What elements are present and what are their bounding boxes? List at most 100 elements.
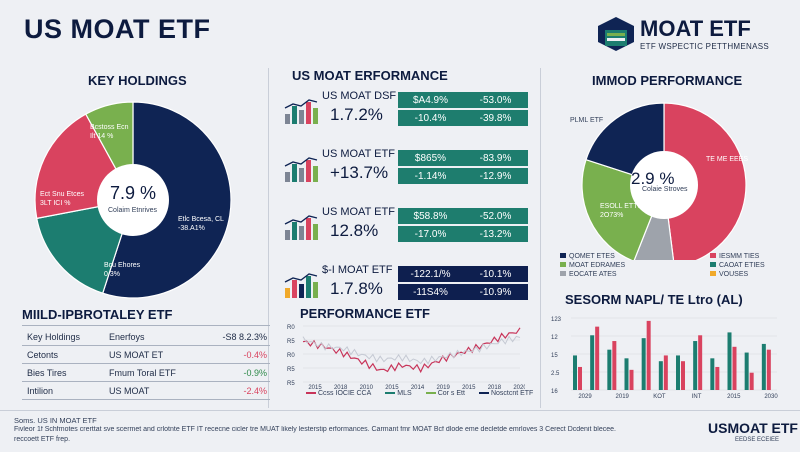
line-xtick: 2020	[513, 385, 525, 391]
moat-logo-icon	[598, 17, 634, 51]
bar-mark	[663, 355, 668, 390]
midd-row-fund: Enerfoys	[109, 332, 145, 342]
legend-text: Cor s Ett	[437, 390, 465, 397]
immod-legend-item: IESMM TIES	[710, 253, 759, 260]
performance-bar-value: -17.0%	[414, 228, 447, 240]
performance-bar-value: -13.2%	[479, 228, 512, 240]
performance-bar-value: -39.8%	[479, 112, 512, 124]
midd-title: MIILD-IPBROTALEY ETF	[22, 307, 173, 322]
legend-swatch-icon	[710, 262, 716, 267]
bar-mark	[761, 343, 766, 390]
legend-swatch-icon	[560, 253, 566, 258]
sesorm-title: SESORM NAPL/ TE Ltro (AL)	[565, 292, 743, 307]
line-xtick: 2015	[308, 385, 322, 391]
performance-bar-value: -10.4%	[414, 112, 447, 124]
footer-disclaimer-end: reccoett ETF frep.	[14, 436, 71, 443]
midd-row-fund: Fmum Toral ETF	[109, 368, 176, 378]
bar-ytick: 15	[551, 353, 558, 359]
performance-bar-value: -122.1/%	[410, 268, 451, 280]
label-green-slice: Bcstoss Ecn Ilt 14 %	[90, 124, 129, 140]
immod-title: IMMOD PERFORMANCE	[592, 73, 743, 88]
performance-bar: $865% -83.9%	[398, 150, 528, 166]
page-title: US MOAT ETF	[24, 14, 211, 44]
line-xtick: 2010	[360, 385, 374, 391]
legend-text: EOCATE ATES	[569, 271, 617, 278]
line-ytick: R5	[287, 339, 295, 345]
legend-text: MOAT EDRAMES	[569, 262, 626, 269]
legend-swatch-icon	[710, 271, 716, 276]
midd-row-value: -0.4%	[243, 350, 267, 360]
immod-donut-center	[630, 151, 698, 219]
key-holdings-title: KEY HOLDINGS	[88, 73, 187, 88]
legend-text: CAOAT ETIES	[719, 262, 765, 269]
performance-row-value: +13.7%	[330, 163, 389, 182]
performance-row-name: $-I MOAT ETF	[322, 264, 393, 276]
bar-mark	[658, 361, 663, 390]
immod-legend-item: QOMET ETES	[560, 253, 615, 260]
sesorm-bar-chart: 123 12 15 2.5 16 2029 2019 KOT INT 2015 2030	[551, 317, 778, 400]
label-navy-slice: Etlc Bcesa, CL -38.A1%	[178, 216, 224, 232]
bar-mark	[595, 326, 600, 390]
immod-center-label: Colaie Stroves	[642, 186, 688, 193]
performance-bar-value: $865%	[414, 152, 447, 164]
midd-row-label: Key Holdings	[27, 332, 81, 342]
bar-mark	[744, 352, 749, 390]
footer-logo: USMOAT ETF	[708, 420, 798, 436]
bar-mark	[646, 320, 651, 390]
immod-donut	[581, 102, 747, 260]
performance-bar: $58.8% -52.0%	[398, 208, 528, 224]
label-teal-slice: Bcu Ehores 0 3%	[104, 262, 141, 278]
midd-row-value: -S8 8.2.3%	[222, 332, 267, 342]
bar-ytick: 16	[551, 389, 558, 395]
key-holdings-center-value: 7.9 %	[110, 183, 157, 203]
performance-bar-value: -10.1%	[479, 268, 512, 280]
legend-swatch-icon	[560, 262, 566, 267]
legend-swatch-icon	[560, 271, 566, 276]
line-xtick: 2019	[436, 385, 450, 391]
bar-xtick: 2029	[578, 394, 592, 400]
line-legend-item: MLS	[385, 390, 412, 397]
divider-left	[268, 68, 269, 408]
midd-row-rule	[22, 381, 270, 382]
performance-row-name: US MOAT ETF	[322, 206, 395, 218]
line-series-1	[302, 335, 521, 365]
performance-row-name: US MOAT ETF	[322, 148, 395, 160]
pie-slice-0	[663, 102, 747, 260]
bar-mark	[590, 335, 595, 390]
line-xtick: 2015	[462, 385, 476, 391]
midd-row: Cetonts US MOAT ET -0.4%	[27, 347, 267, 363]
midd-row-rule	[22, 363, 270, 364]
bar-mark	[612, 341, 617, 390]
performance-bar: -17.0% -13.2%	[398, 226, 528, 242]
line-legend-item: Cor s Ett	[425, 390, 465, 397]
performance-line-legend: Ccss IOCIE CCA MLS Cor s Ett Nosctcnt ETF	[306, 390, 533, 397]
legend-text: VOUSES	[719, 271, 749, 278]
bar-ytick: 2.5	[551, 371, 560, 377]
performance-row-value: 12.8%	[330, 221, 379, 240]
bar-mark	[629, 369, 634, 390]
legend-swatch-icon	[478, 392, 489, 395]
sparkbar-icon	[284, 273, 318, 298]
legend-text: IESMM TIES	[719, 253, 760, 260]
legend-swatch-icon	[710, 253, 716, 258]
performance-line-chart: R0 R5 R0 R5 R5 2015 2018 2010 2015 2014 2019 2015 2…	[287, 325, 525, 391]
line-ytick: R5	[287, 367, 295, 373]
midd-row-rule	[22, 399, 270, 400]
sparkbar-icon	[284, 99, 318, 124]
midd-row-rule	[22, 345, 270, 346]
midd-row-fund: US MOAT ET	[109, 350, 164, 360]
midd-row-value: -2.4%	[243, 386, 267, 396]
sparkbar-icon	[284, 157, 318, 182]
bar-mark	[676, 355, 680, 390]
midd-row-fund: US MOAT	[109, 386, 150, 396]
sparkbar-icon	[284, 215, 318, 240]
line-xtick: 2018	[488, 385, 502, 391]
bar-xtick: KOT	[653, 394, 666, 400]
bar-mark	[573, 355, 577, 390]
midd-row: Bies Tires Fmum Toral ETF -0.9%	[27, 365, 267, 381]
line-xtick: 2014	[411, 385, 425, 391]
brand-logo-text: MOAT ETF	[640, 16, 751, 41]
performance-title: US MOAT ERFORMANCE	[292, 68, 448, 83]
legend-text: Nosctcnt ETF	[490, 390, 534, 397]
bar-mark	[766, 349, 771, 390]
